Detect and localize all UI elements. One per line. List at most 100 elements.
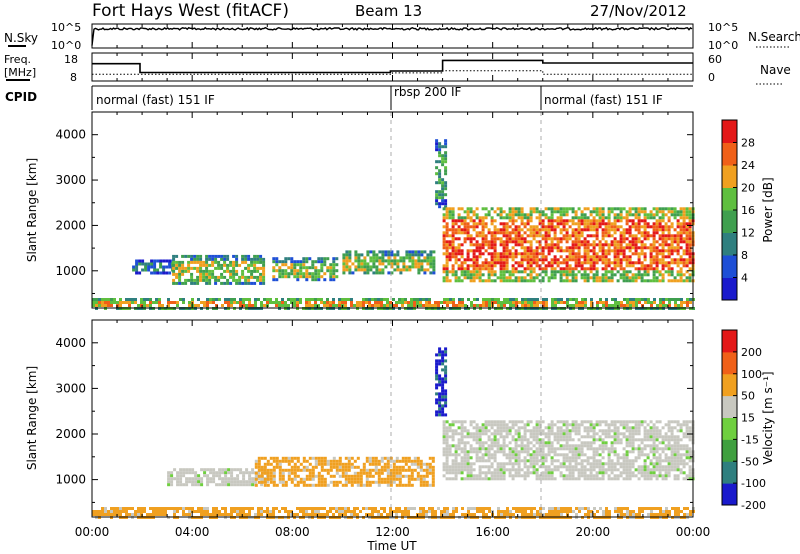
- data-cell: [553, 276, 557, 280]
- data-cell: [625, 420, 629, 424]
- data-cell: [366, 268, 370, 272]
- data-cell: [625, 210, 629, 214]
- data-cell: [445, 213, 449, 217]
- data-cell: [586, 255, 590, 259]
- data-cell: [601, 246, 605, 250]
- data-cell: [253, 257, 257, 261]
- data-cell: [685, 252, 689, 256]
- data-cell: [679, 423, 683, 427]
- data-cell: [575, 304, 578, 307]
- data-cell: [634, 225, 638, 229]
- data-cell: [514, 252, 518, 256]
- data-cell: [472, 255, 476, 259]
- data-cell: [236, 301, 239, 304]
- data-cell: [454, 222, 458, 226]
- data-cell: [411, 262, 415, 266]
- data-cell: [541, 213, 545, 217]
- data-cell: [444, 398, 448, 402]
- data-cell: [425, 304, 428, 307]
- data-cell: [407, 301, 410, 304]
- data-cell: [580, 234, 584, 238]
- data-cell: [119, 298, 122, 301]
- data-cell: [688, 450, 692, 454]
- data-cell: [526, 450, 530, 454]
- data-cell: [205, 254, 209, 258]
- data-cell: [667, 234, 671, 238]
- data-cell: [673, 441, 677, 445]
- data-cell: [547, 426, 551, 430]
- data-cell: [442, 438, 446, 442]
- data-cell: [538, 426, 542, 430]
- data-cell: [332, 263, 336, 267]
- data-cell: [487, 279, 491, 283]
- data-cell: [375, 259, 379, 263]
- data-cell: [649, 252, 653, 256]
- data-cell: [360, 262, 364, 266]
- data-cell: [463, 225, 467, 229]
- data-cell: [676, 477, 680, 481]
- data-cell: [233, 510, 236, 513]
- data-cell: [499, 435, 503, 439]
- data-cell: [410, 301, 413, 304]
- data-cell: [523, 474, 527, 478]
- data-cell: [625, 444, 629, 448]
- data-cell: [644, 301, 647, 304]
- data-cell: [502, 225, 506, 229]
- data-cell: [457, 264, 461, 268]
- data-cell: [484, 222, 488, 226]
- data-cell: [619, 252, 623, 256]
- data-cell: [466, 225, 470, 229]
- data-cell: [532, 276, 536, 280]
- data-cell: [191, 483, 195, 487]
- data-cell: [628, 462, 632, 466]
- data-cell: [162, 268, 166, 272]
- data-cell: [470, 304, 473, 307]
- data-cell: [592, 264, 596, 268]
- data-cell: [278, 260, 282, 264]
- data-cell: [520, 246, 524, 250]
- data-cell: [401, 483, 405, 487]
- data-cell: [490, 420, 494, 424]
- data-cell: [441, 184, 445, 188]
- data-cell: [598, 219, 602, 223]
- data-cell: [574, 210, 578, 214]
- data-cell: [595, 273, 599, 277]
- data-cell: [536, 304, 539, 307]
- data-cell: [475, 447, 479, 451]
- data-cell: [541, 222, 545, 226]
- data-cell: [583, 207, 587, 211]
- data-cell: [610, 279, 614, 283]
- data-cell: [146, 513, 149, 516]
- data-cell: [262, 278, 266, 282]
- data-cell: [601, 228, 605, 232]
- data-cell: [494, 301, 497, 304]
- data-cell: [586, 249, 590, 253]
- data-cell: [438, 178, 442, 182]
- data-cell: [284, 459, 288, 463]
- data-cell: [685, 423, 689, 427]
- data-cell: [590, 304, 593, 307]
- data-cell: [595, 279, 599, 283]
- data-cell: [605, 304, 608, 307]
- data-cell: [676, 210, 680, 214]
- data-cell: [345, 256, 349, 260]
- data-cell: [259, 278, 263, 282]
- data-cell: [661, 231, 665, 235]
- data-cell: [664, 453, 668, 457]
- data-cell: [281, 477, 285, 481]
- data-cell: [652, 474, 656, 478]
- data-cell: [256, 278, 260, 282]
- data-cell: [218, 474, 222, 478]
- data-cell: [253, 260, 257, 264]
- data-cell: [187, 266, 191, 270]
- data-cell: [438, 151, 442, 155]
- data-cell: [649, 459, 653, 463]
- data-cell: [469, 219, 473, 223]
- data-cell: [444, 184, 448, 188]
- data-cell: [622, 471, 626, 475]
- data-cell: [187, 278, 191, 282]
- data-cell: [493, 255, 497, 259]
- data-cell: [460, 207, 464, 211]
- data-cell: [670, 210, 674, 214]
- data-cell: [529, 252, 533, 256]
